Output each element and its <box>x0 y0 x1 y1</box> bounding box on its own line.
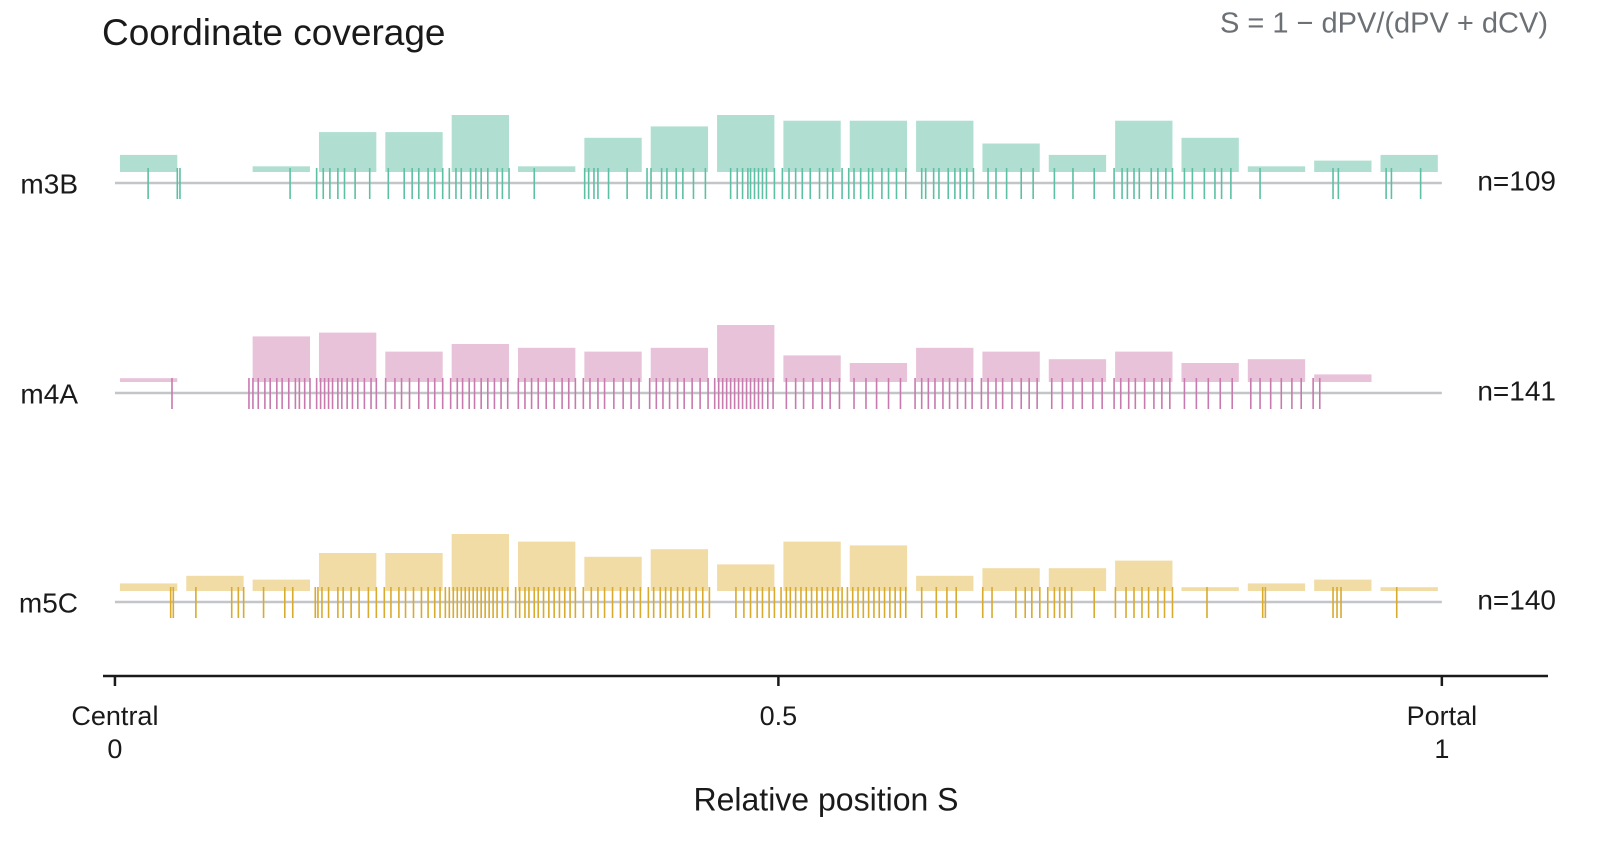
histogram-bar <box>451 534 510 591</box>
histogram-bar <box>849 120 908 172</box>
histogram-bar <box>1048 359 1107 382</box>
chart-title: Coordinate coverage <box>102 12 446 53</box>
histogram-bar <box>451 344 510 382</box>
histogram-bar <box>1314 579 1372 591</box>
histogram-bar <box>783 355 841 382</box>
histogram-bar <box>1314 160 1372 172</box>
histogram-bar <box>385 553 443 591</box>
histogram-bar <box>717 325 775 382</box>
histogram-bar <box>119 154 178 172</box>
chart-subtitle: S = 1 − dPV/(dPV + dCV) <box>1220 8 1548 40</box>
histogram-bar <box>717 115 775 172</box>
x-tick-label: 0 <box>107 734 122 764</box>
histogram-bar <box>1181 137 1239 172</box>
histogram-bar <box>1380 154 1438 172</box>
histogram-bar <box>650 126 709 172</box>
histogram-bar <box>252 579 310 591</box>
histogram-bar <box>186 575 244 591</box>
histogram-bar <box>1181 363 1239 382</box>
histogram-bar <box>584 137 642 172</box>
histogram-bar <box>916 575 974 591</box>
series-label: m3B <box>20 168 78 199</box>
histogram-bar <box>783 541 841 591</box>
histogram-bar <box>1181 587 1239 591</box>
series-label: m5C <box>19 587 78 618</box>
histogram-bar <box>1247 583 1306 591</box>
histogram-bar <box>318 132 377 172</box>
histogram-bar <box>1247 166 1306 172</box>
histogram-bar <box>982 143 1040 172</box>
histogram-bar <box>518 541 576 591</box>
histogram-bar <box>252 166 310 172</box>
histogram-bar <box>849 545 908 591</box>
histogram-bar <box>518 166 576 172</box>
histogram-bar <box>982 351 1040 382</box>
histogram-bar <box>385 132 443 172</box>
histogram-bar <box>849 363 908 382</box>
x-end-label: Portal <box>1407 701 1478 731</box>
histogram-bar <box>1115 560 1173 591</box>
histogram-bar <box>717 564 775 591</box>
histogram-bar <box>783 120 841 172</box>
series-n-label: n=141 <box>1477 375 1556 406</box>
histogram-bar <box>518 347 576 382</box>
histogram-bar <box>584 351 642 382</box>
histogram-bar <box>1048 154 1107 172</box>
histogram-bar <box>1048 568 1107 591</box>
histogram-bar <box>385 351 443 382</box>
histogram-bar <box>1380 587 1438 591</box>
histogram-bar <box>318 332 377 382</box>
series-n-label: n=109 <box>1477 165 1556 196</box>
histogram-bar <box>916 120 974 172</box>
histogram-bar <box>451 115 510 172</box>
histogram-bar <box>1247 359 1306 382</box>
x-end-label: Central <box>71 701 158 731</box>
histogram-bar <box>119 378 178 382</box>
histogram-bar <box>916 347 974 382</box>
histogram-bar <box>1115 351 1173 382</box>
histogram-bar <box>119 583 178 591</box>
x-tick-label: 1 <box>1434 734 1449 764</box>
histogram-bar <box>1115 120 1173 172</box>
histogram-bar <box>650 549 709 591</box>
histogram-bar <box>1314 374 1372 382</box>
x-axis-label: Relative position S <box>693 781 958 817</box>
histogram-bar <box>650 347 709 382</box>
x-tick-label: 0.5 <box>760 701 798 731</box>
histogram-bar <box>318 553 377 591</box>
series-n-label: n=140 <box>1477 584 1556 615</box>
histogram-bar <box>982 568 1040 591</box>
histogram-bar <box>252 336 310 382</box>
histogram-bar <box>584 556 642 591</box>
series-label: m4A <box>20 378 78 409</box>
